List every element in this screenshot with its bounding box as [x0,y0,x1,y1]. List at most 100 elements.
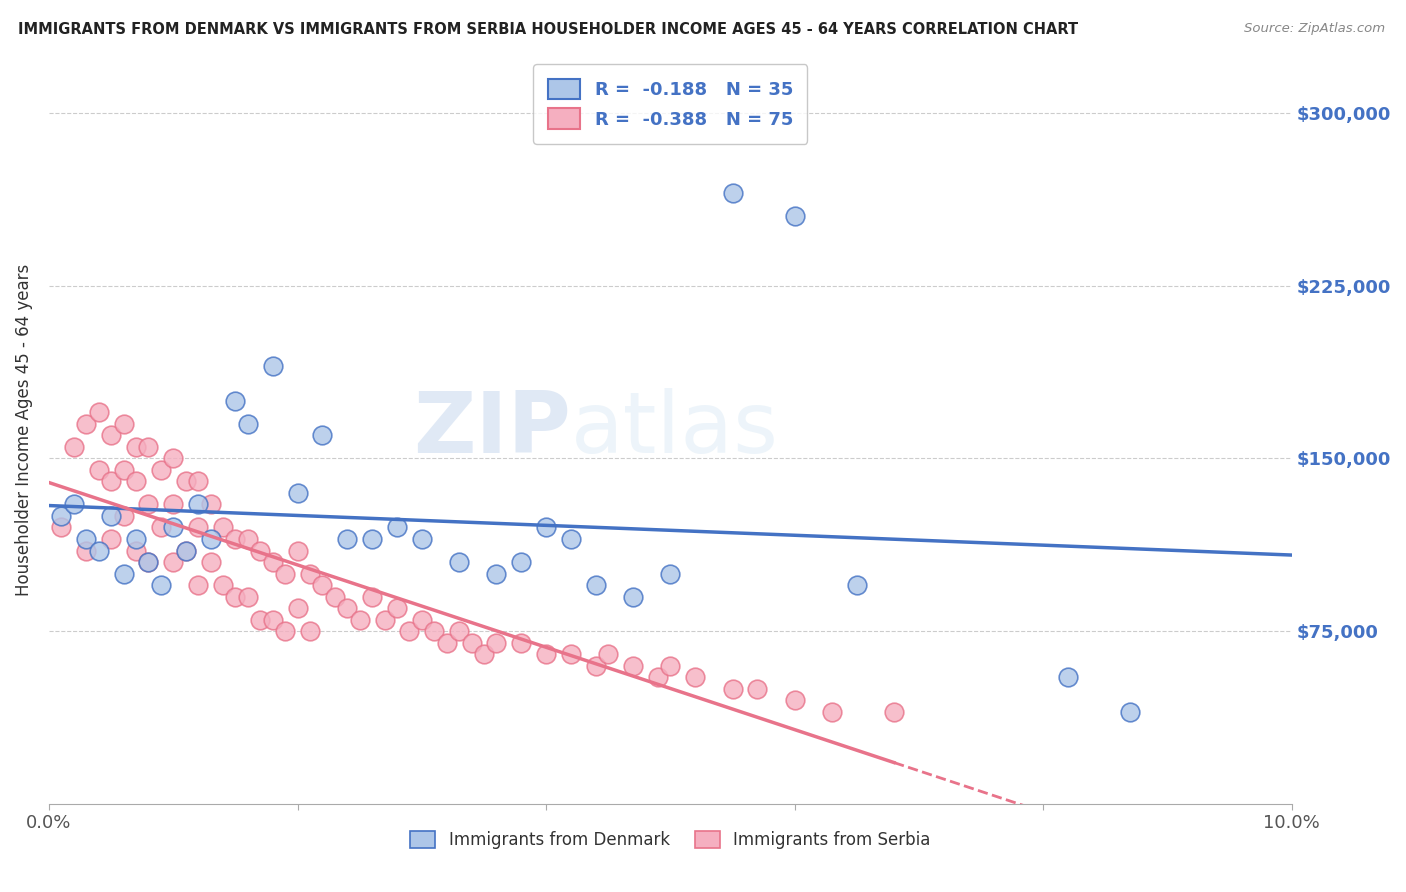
Point [659,658,682,673]
Point [149,520,172,534]
Point [598,647,620,661]
Point [249,543,271,558]
Point [721,681,744,696]
Point [75,417,97,431]
Point [162,520,184,534]
Point [75,543,97,558]
Point [125,440,148,454]
Point [262,555,284,569]
Point [224,532,246,546]
Point [436,636,458,650]
Point [112,566,135,581]
Point [112,417,135,431]
Point [63,440,86,454]
Point [162,451,184,466]
Point [659,566,682,581]
Legend: R =  -0.188   N = 35, R =  -0.388   N = 75: R = -0.188 N = 35, R = -0.388 N = 75 [533,64,807,144]
Point [200,498,222,512]
Point [87,463,110,477]
Point [298,624,321,639]
Point [472,647,495,661]
Point [100,508,122,523]
Point [162,498,184,512]
Point [274,624,297,639]
Point [87,405,110,419]
Point [212,520,235,534]
Point [534,647,557,661]
Point [845,578,868,592]
Point [125,532,148,546]
Point [51,520,73,534]
Point [149,578,172,592]
Point [187,520,209,534]
Point [621,590,644,604]
Point [1119,705,1142,719]
Point [75,532,97,546]
Point [112,508,135,523]
Point [423,624,446,639]
Point [274,566,297,581]
Point [174,543,197,558]
Point [883,705,905,719]
Point [510,555,533,569]
Point [560,532,582,546]
Y-axis label: Householder Income Ages 45 - 64 years: Householder Income Ages 45 - 64 years [15,263,32,596]
Point [63,498,86,512]
Point [298,566,321,581]
Point [449,624,471,639]
Point [125,475,148,489]
Point [385,520,408,534]
Text: ZIP: ZIP [413,388,571,471]
Point [149,463,172,477]
Point [411,613,433,627]
Point [510,636,533,650]
Point [51,508,73,523]
Point [361,590,384,604]
Point [262,359,284,374]
Point [224,590,246,604]
Point [249,613,271,627]
Point [138,555,160,569]
Point [1057,670,1080,684]
Point [187,498,209,512]
Point [311,428,333,442]
Point [112,463,135,477]
Point [411,532,433,546]
Point [236,590,259,604]
Point [821,705,844,719]
Point [449,555,471,569]
Point [162,555,184,569]
Point [138,555,160,569]
Point [585,578,607,592]
Point [783,693,806,707]
Point [187,475,209,489]
Point [585,658,607,673]
Point [87,543,110,558]
Point [236,532,259,546]
Point [323,590,346,604]
Point [385,601,408,615]
Point [721,186,744,201]
Text: IMMIGRANTS FROM DENMARK VS IMMIGRANTS FROM SERBIA HOUSEHOLDER INCOME AGES 45 - 6: IMMIGRANTS FROM DENMARK VS IMMIGRANTS FR… [18,22,1078,37]
Point [336,532,359,546]
Point [683,670,706,684]
Point [460,636,482,650]
Text: Source: ZipAtlas.com: Source: ZipAtlas.com [1244,22,1385,36]
Point [174,543,197,558]
Point [373,613,395,627]
Point [236,417,259,431]
Point [361,532,384,546]
Point [398,624,420,639]
Point [100,428,122,442]
Point [100,532,122,546]
Point [336,601,359,615]
Point [200,555,222,569]
Point [287,543,309,558]
Point [485,636,508,650]
Point [647,670,669,684]
Point [534,520,557,534]
Point [200,532,222,546]
Point [287,486,309,500]
Text: atlas: atlas [571,388,779,471]
Point [138,440,160,454]
